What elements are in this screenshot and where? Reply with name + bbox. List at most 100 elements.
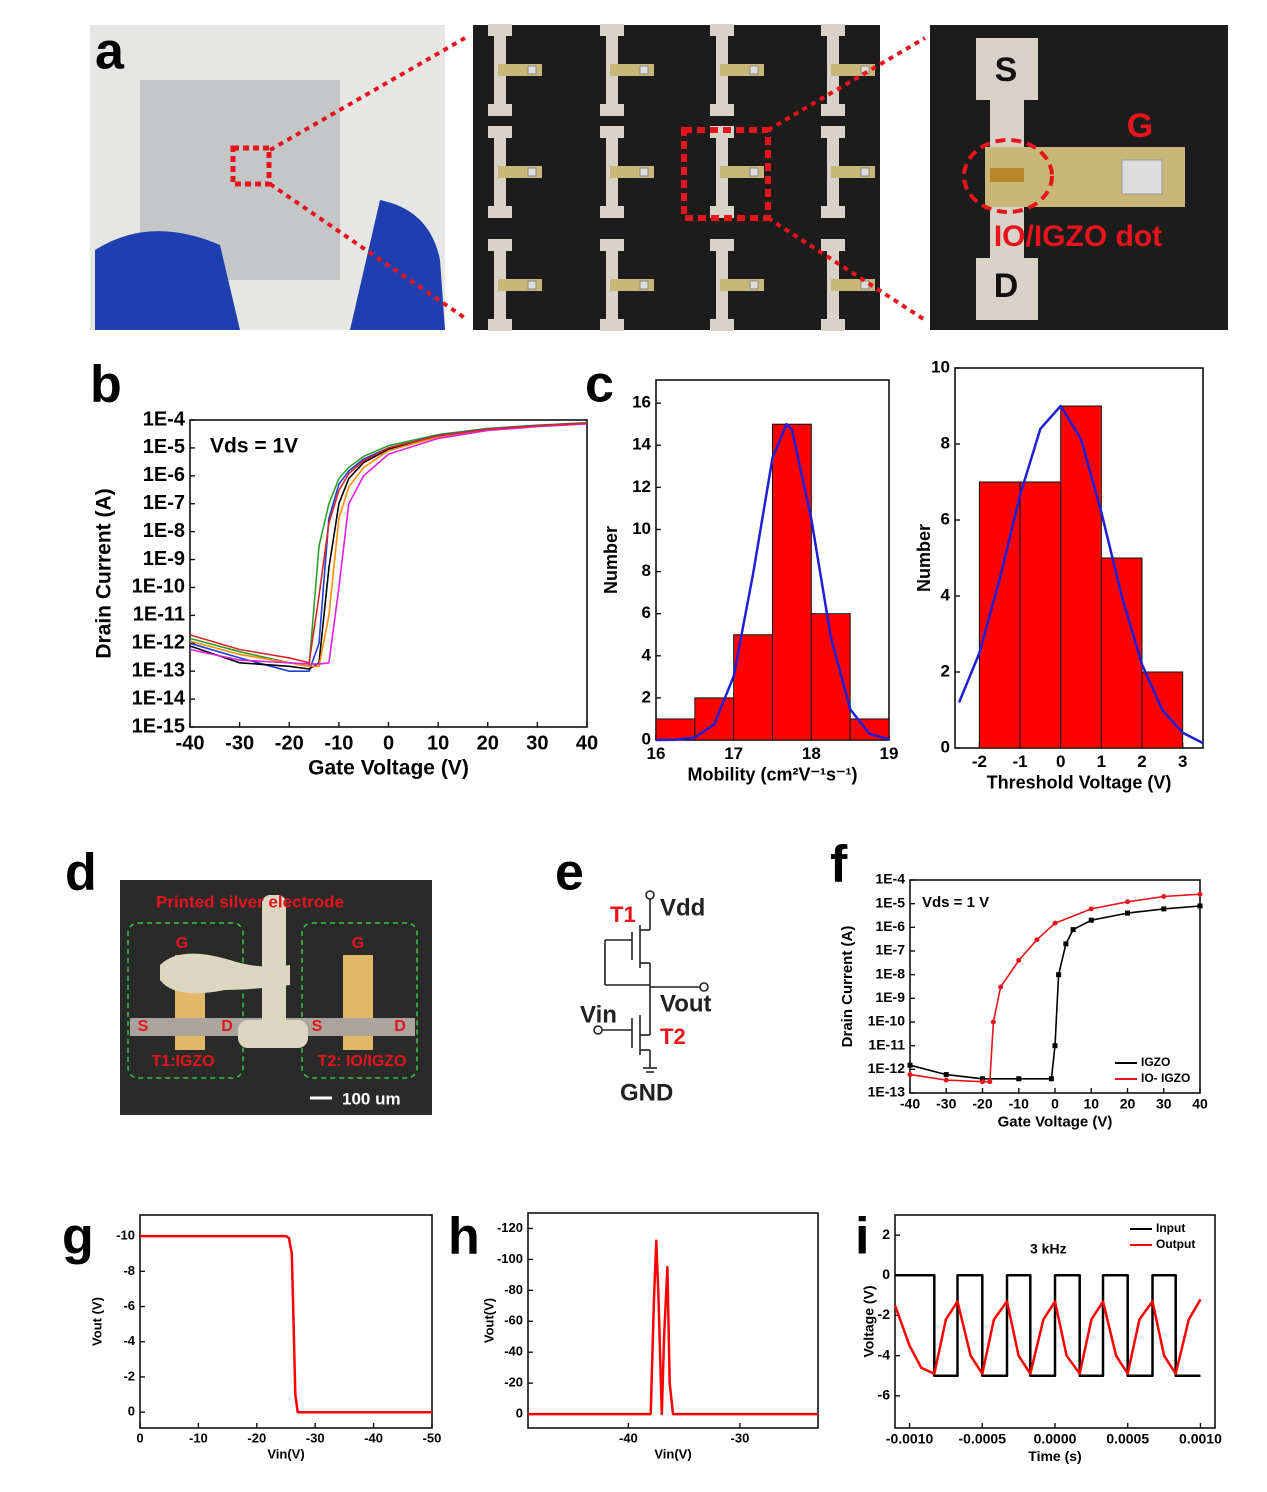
y-tick-label: 1E-5 [143, 436, 185, 458]
y-axis-label: Vout(V) [481, 1298, 496, 1343]
y-tick-label: 4 [642, 645, 652, 664]
y-tick-label: 8 [941, 433, 950, 452]
series-line [189, 421, 588, 668]
y-tick-label: -20 [504, 1375, 523, 1390]
x-tick-label: -40 [619, 1430, 638, 1445]
y-tick-label: 1E-8 [143, 520, 185, 542]
y-tick-label: -2 [878, 1306, 891, 1322]
x-tick-label: -0.0010 [886, 1431, 934, 1447]
y-tick-label: -60 [504, 1313, 523, 1328]
photo-label: G [1127, 107, 1153, 145]
y-tick-label: -8 [123, 1263, 135, 1278]
y-tick-label: -100 [497, 1251, 523, 1266]
plot-frame [139, 1214, 433, 1429]
y-tick-label: 1E-15 [132, 715, 185, 737]
x-tick-label: -30 [936, 1096, 956, 1112]
y-tick-label: -10 [116, 1228, 135, 1243]
series-line [893, 1298, 1202, 1375]
photo-label: S [995, 51, 1018, 89]
marker [980, 1079, 985, 1085]
x-tick-label: 2 [1137, 752, 1146, 771]
marker [1197, 891, 1203, 897]
x-axis-label: Time (s) [1028, 1448, 1081, 1464]
legend-label: Input [1156, 1221, 1185, 1235]
drain-pad [976, 258, 1038, 320]
panel-label: b [90, 356, 122, 414]
y-tick-label: -4 [123, 1333, 135, 1348]
y-tick-label: 6 [642, 603, 651, 622]
y-tick-label: 4 [941, 585, 951, 604]
x-tick-label: -20 [275, 732, 304, 754]
circuit-label: GND [620, 1079, 673, 1106]
y-tick-label: 1E-4 [875, 871, 905, 887]
y-axis-label: Number [601, 526, 621, 594]
marker [1088, 917, 1094, 923]
scale-label: 100 um [342, 1089, 401, 1108]
photo-label: S [312, 1018, 323, 1035]
marker [1056, 972, 1062, 978]
plot-frame [189, 419, 588, 728]
y-tick-label: 1E-9 [143, 548, 185, 570]
marker [1048, 1076, 1054, 1082]
panel-label: f [830, 836, 848, 894]
panel-label: c [585, 356, 614, 414]
x-axis-label: Threshold Voltage (V) [987, 772, 1172, 792]
y-tick-label: 0 [128, 1404, 135, 1419]
x-tick-label: -0.0005 [959, 1431, 1007, 1447]
x-tick-label: 40 [1192, 1096, 1208, 1112]
y-tick-label: 10 [632, 519, 651, 538]
circuit-label: Vout [660, 990, 712, 1017]
photo-label: D [221, 1018, 233, 1035]
bar [733, 634, 774, 741]
circuit-label: Vdd [660, 894, 705, 921]
y-axis-label: Drain Current (A) [839, 926, 856, 1048]
series-line [189, 422, 588, 670]
y-tick-label: 1E-5 [875, 894, 905, 910]
x-tick-label: -30 [306, 1430, 325, 1445]
glove [350, 200, 445, 330]
y-tick-label: 2 [941, 661, 950, 680]
bar [810, 613, 851, 741]
x-axis-label: Vin(V) [267, 1447, 304, 1462]
x-tick-label: -30 [731, 1430, 750, 1445]
panel-label: h [448, 1208, 480, 1266]
marker [980, 1076, 985, 1082]
marker [1034, 937, 1040, 943]
marker [1016, 1076, 1022, 1082]
y-tick-label: 1E-13 [132, 659, 185, 681]
circuit-label: T2 [660, 1024, 686, 1049]
x-tick-label: 19 [880, 744, 899, 763]
marker [1063, 941, 1069, 947]
marker [998, 984, 1004, 990]
y-tick-label: 1E-7 [875, 942, 905, 958]
bar [1019, 481, 1062, 749]
zoom-arrow [766, 36, 927, 132]
panel-label: i [855, 1208, 869, 1266]
x-tick-label: -10 [324, 732, 353, 754]
marker [907, 1062, 913, 1068]
x-tick-label: 1 [1097, 752, 1106, 771]
x-tick-label: 40 [576, 732, 598, 754]
photo-label: D [994, 267, 1019, 305]
x-tick-label: -20 [972, 1096, 992, 1112]
y-tick-label: 12 [632, 477, 651, 496]
source-pad [976, 38, 1038, 100]
y-tick-label: 8 [642, 561, 651, 580]
silver-electrode [262, 895, 286, 1045]
y-tick-label: -40 [504, 1344, 523, 1359]
y-tick-label: -80 [504, 1282, 523, 1297]
y-tick-label: -6 [123, 1298, 135, 1313]
dot-circle [962, 138, 1054, 214]
x-tick-label: -50 [423, 1430, 442, 1445]
bar [772, 423, 812, 741]
y-tick-label: -120 [497, 1220, 523, 1235]
zoom-arrow [766, 216, 927, 322]
bar [1100, 557, 1143, 749]
x-tick-label: 20 [1120, 1096, 1136, 1112]
y-tick-label: 1E-12 [132, 632, 185, 654]
marker [1161, 906, 1167, 912]
photo-label: T1:IGZO [151, 1053, 214, 1070]
t1-box [127, 922, 244, 1079]
photo-label: G [176, 935, 188, 952]
marker [1070, 927, 1076, 933]
